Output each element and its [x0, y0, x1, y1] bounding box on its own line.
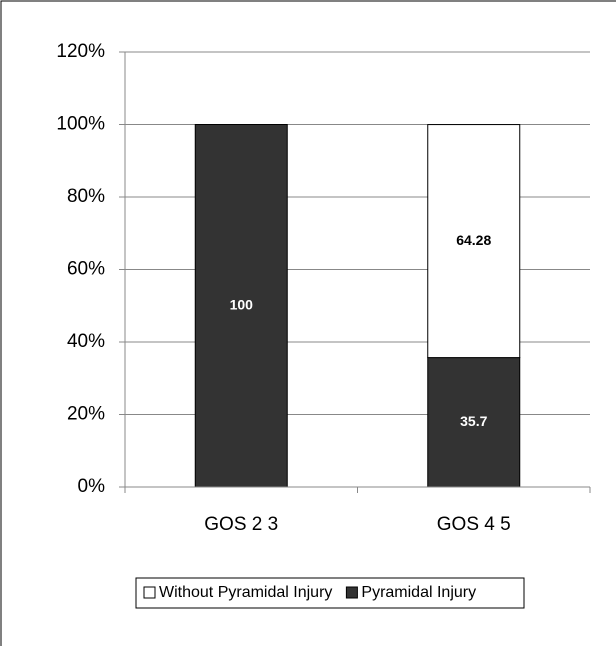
y-tick-label: 60% — [67, 259, 105, 280]
y-tick-label: 120% — [56, 41, 105, 62]
bar-segment — [194, 124, 288, 488]
legend-swatch — [345, 586, 358, 599]
legend-box — [135, 577, 525, 609]
x-tick-label: GOS 4 5 — [437, 514, 511, 535]
y-tick-label: 100% — [56, 114, 105, 135]
data-label: 100 — [230, 296, 254, 312]
data-label: 64.28 — [456, 232, 491, 248]
x-tick-label: GOS 2 3 — [204, 514, 278, 535]
y-tick-label: 40% — [67, 331, 105, 352]
y-tick-label: 80% — [67, 186, 105, 207]
legend-label: Without Pyramidal Injury — [159, 584, 332, 601]
legend-swatch — [143, 586, 156, 599]
bar-segment — [427, 124, 521, 359]
legend-label: Pyramidal Injury — [361, 584, 476, 601]
y-tick-label: 0% — [78, 476, 106, 497]
y-tick-label: 20% — [67, 404, 105, 425]
data-label: 35.7 — [460, 413, 487, 429]
